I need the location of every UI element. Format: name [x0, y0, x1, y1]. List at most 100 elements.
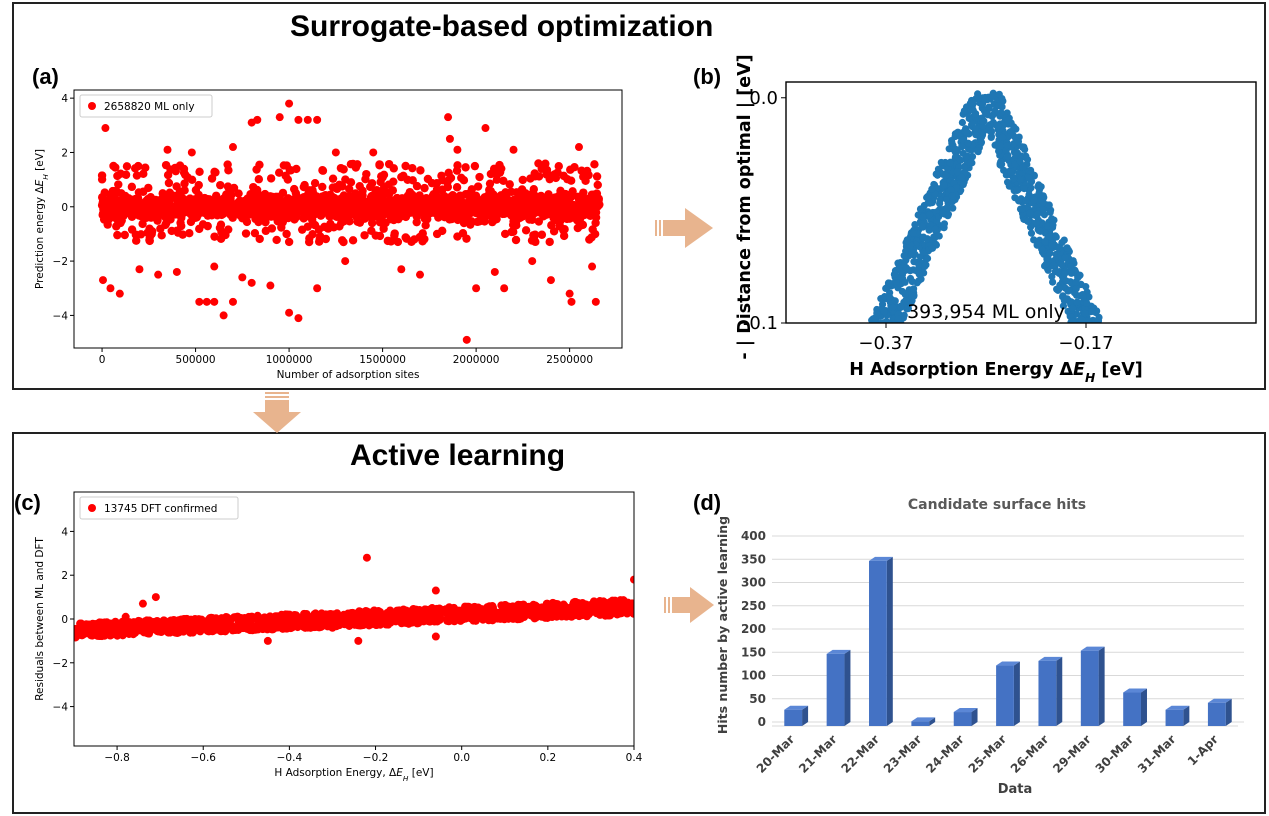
chart-a-point	[534, 159, 543, 168]
chart-a-point	[534, 217, 544, 226]
chart-d-ytick-label: 100	[741, 669, 766, 683]
chart-c-point	[174, 628, 183, 637]
chart-b-point	[1032, 219, 1041, 227]
chart-b-point	[940, 220, 949, 228]
chart-c-xtick-label: 0.2	[539, 752, 556, 764]
chart-b-point	[1049, 221, 1057, 229]
chart-a-point	[401, 212, 410, 221]
chart-b-point	[891, 270, 899, 278]
chart-b-point	[1119, 402, 1126, 409]
chart-a-point	[198, 208, 208, 217]
chart-b-point	[1081, 324, 1088, 331]
chart-b-point	[1109, 380, 1116, 387]
chart-c-point	[195, 623, 204, 632]
chart-b-point	[1130, 412, 1137, 419]
chart-a-outlier-point	[247, 278, 256, 287]
chart-c-point	[520, 611, 529, 620]
chart-b-point	[925, 226, 933, 234]
chart-d-category-label: 31-Mar	[1135, 732, 1179, 776]
chart-b-point	[1045, 201, 1053, 209]
chart-a-point	[578, 199, 587, 209]
chart-b-point	[845, 395, 852, 402]
chart-b-point	[1049, 261, 1058, 269]
chart-a-point	[341, 175, 350, 184]
chart-a-point	[345, 191, 354, 201]
chart-b-point	[844, 393, 851, 400]
chart-c-point	[483, 614, 492, 623]
chart-a-point	[121, 204, 130, 214]
chart-a-point	[500, 207, 509, 216]
chart-a-outlier-point	[115, 289, 124, 298]
chart-b-point	[1120, 384, 1127, 391]
chart-b-point	[829, 413, 836, 420]
chart-b-point	[840, 384, 847, 391]
chart-a-point	[471, 207, 480, 217]
chart-a-point	[289, 184, 299, 194]
chart-b-point	[943, 204, 951, 212]
chart-a-point	[261, 226, 271, 236]
chart-b-point	[1062, 277, 1070, 285]
chart-b-point	[977, 134, 985, 142]
chart-a-point	[452, 183, 462, 192]
chart-b-point	[838, 387, 845, 394]
chart-b-point	[851, 407, 858, 414]
chart-a-point	[470, 161, 480, 171]
chart-a-xlabel: Number of adsorption sites	[277, 369, 420, 381]
chart-a-point	[397, 172, 406, 182]
chart-a-outlier-point	[294, 314, 303, 323]
chart-b-point	[1128, 418, 1135, 425]
chart-b-point	[885, 293, 894, 301]
chart-a-point	[256, 202, 266, 211]
chart-a-point	[362, 169, 371, 179]
chart-b-point	[1004, 116, 1012, 124]
chart-b-point	[911, 220, 919, 229]
chart-b-point	[1027, 184, 1035, 192]
chart-a-point	[390, 231, 399, 240]
chart-a-point	[412, 181, 422, 191]
chart-b-point	[1105, 393, 1112, 400]
chart-b-point	[1124, 387, 1131, 394]
chart-a-point	[305, 234, 314, 243]
chart-a-point	[473, 182, 483, 191]
chart-a-point	[278, 188, 288, 198]
chart-b-point	[994, 101, 1003, 110]
chart-b-point	[1124, 393, 1131, 400]
chart-a-point	[474, 217, 484, 226]
chart-b-point	[1120, 414, 1127, 421]
chart-b-point	[1137, 420, 1144, 427]
chart-b-point	[1131, 421, 1138, 428]
chart-a-point	[318, 205, 327, 215]
chart-c-point	[388, 614, 397, 623]
chart-b-point	[865, 379, 872, 386]
chart-a-point	[367, 226, 376, 236]
chart-d-ylabel: Hits number by active learning	[715, 516, 730, 734]
chart-c-point	[240, 614, 249, 623]
chart-a-legend-box	[79, 94, 213, 118]
chart-a-outlier-point	[303, 115, 312, 124]
chart-a-point	[375, 161, 384, 170]
chart-a-point	[587, 233, 596, 242]
chart-b-point	[960, 163, 968, 171]
chart-a-point	[507, 227, 516, 237]
chart-a-outlier-point	[135, 265, 144, 274]
chart-b-point	[1111, 380, 1118, 387]
chart-b-point	[869, 381, 876, 388]
chart-a-point	[223, 182, 233, 191]
chart-c-point	[375, 614, 384, 623]
chart-a-point	[279, 161, 289, 170]
chart-b-point	[852, 402, 859, 409]
chart-a-point	[554, 162, 563, 171]
chart-c-point	[168, 618, 177, 627]
chart-b-point	[971, 125, 980, 133]
chart-b-point	[1060, 236, 1068, 244]
chart-b-point	[1107, 383, 1114, 390]
chart-c-ylabel: Residuals between ML and DFT	[34, 537, 46, 701]
chart-a-point	[163, 170, 173, 180]
chart-c-point	[93, 625, 102, 634]
chart-c-point	[242, 621, 251, 630]
chart-a-point	[216, 180, 225, 190]
chart-a-point	[529, 233, 539, 243]
chart-a-point	[370, 195, 379, 204]
chart-b-point	[924, 192, 932, 201]
chart-b-point	[835, 412, 842, 419]
